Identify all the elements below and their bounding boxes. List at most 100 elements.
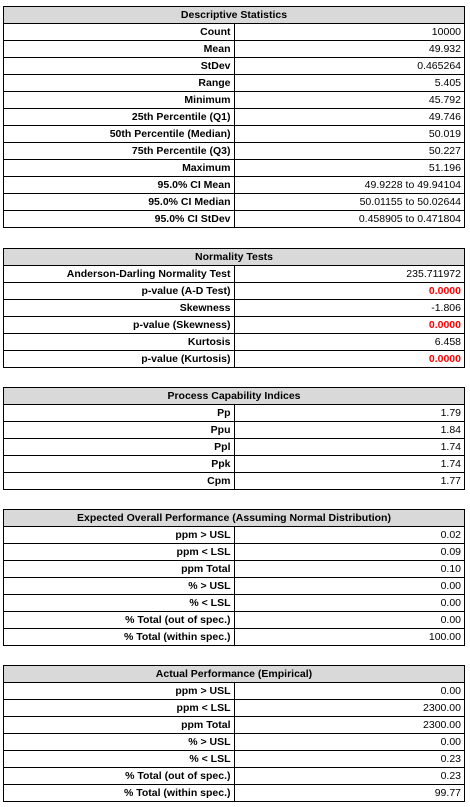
table-row: Count 10000 xyxy=(3,23,465,41)
table-row: Maximum 51.196 xyxy=(3,159,465,177)
row-value: 0.00 xyxy=(233,577,465,595)
row-label: Range xyxy=(3,74,235,92)
table-row: p-value (Skewness) 0.0000 xyxy=(3,316,465,334)
row-label: Ppk xyxy=(3,455,235,473)
table-row: 25th Percentile (Q1) 49.746 xyxy=(3,108,465,126)
table-row: Ppk 1.74 xyxy=(3,455,465,473)
table-row: Pp 1.79 xyxy=(3,404,465,422)
row-value: 0.02 xyxy=(233,526,465,544)
process-capability-table: Process Capability Indices Pp 1.79 Ppu 1.8… xyxy=(3,387,465,490)
expected-performance-table: Expected Overall Performance (Assuming N… xyxy=(3,509,465,646)
table-row: 75th Percentile (Q3) 50.227 xyxy=(3,142,465,160)
row-value: 99.77 xyxy=(233,784,465,802)
row-value: 49.9228 to 49.94104 xyxy=(233,176,465,194)
table-row: % < LSL 0.00 xyxy=(3,594,465,612)
row-value: 2300.00 xyxy=(233,716,465,734)
row-label: 75th Percentile (Q3) xyxy=(3,142,235,160)
table-row: ppm > USL 0.02 xyxy=(3,526,465,544)
descriptive-statistics-header: Descriptive Statistics xyxy=(3,6,465,24)
row-value: 1.84 xyxy=(233,421,465,439)
row-label: % > USL xyxy=(3,577,235,595)
row-label: ppm > USL xyxy=(3,526,235,544)
row-value: 0.00 xyxy=(233,682,465,700)
row-value: 1.74 xyxy=(233,438,465,456)
table-row: ppm Total 2300.00 xyxy=(3,716,465,734)
table-row: 95.0% CI Median 50.01155 to 50.02644 xyxy=(3,193,465,211)
table-row: Anderson-Darling Normality Test 235.71197… xyxy=(3,265,465,283)
table-row: p-value (A-D Test) 0.0000 xyxy=(3,282,465,300)
table-row: Ppu 1.84 xyxy=(3,421,465,439)
row-value: 0.10 xyxy=(233,560,465,578)
table-row: 95.0% CI Mean 49.9228 to 49.94104 xyxy=(3,176,465,194)
row-label: ppm > USL xyxy=(3,682,235,700)
row-label: ppm < LSL xyxy=(3,699,235,717)
row-value: 45.792 xyxy=(233,91,465,109)
table-row: 50th Percentile (Median) 50.019 xyxy=(3,125,465,143)
row-value: 49.932 xyxy=(233,40,465,58)
row-label: Cpm xyxy=(3,472,235,490)
row-label: 95.0% CI Mean xyxy=(3,176,235,194)
row-label: StDev xyxy=(3,57,235,75)
p-value-highlight: 0.0000 xyxy=(233,282,465,300)
row-label: 95.0% CI Median xyxy=(3,193,235,211)
row-label: p-value (Kurtosis) xyxy=(3,350,235,368)
row-label: p-value (A-D Test) xyxy=(3,282,235,300)
table-row: Ppl 1.74 xyxy=(3,438,465,456)
normality-tests-header: Normality Tests xyxy=(3,248,465,266)
table-row: % < LSL 0.23 xyxy=(3,750,465,768)
p-value-highlight: 0.0000 xyxy=(233,316,465,334)
table-row: ppm > USL 0.00 xyxy=(3,682,465,700)
p-value-highlight: 0.0000 xyxy=(233,350,465,368)
row-value: 2300.00 xyxy=(233,699,465,717)
row-label: Pp xyxy=(3,404,235,422)
table-row: Cpm 1.77 xyxy=(3,472,465,490)
row-label: 25th Percentile (Q1) xyxy=(3,108,235,126)
table-row: 95.0% CI StDev 0.458905 to 0.471804 xyxy=(3,210,465,228)
table-row: Skewness -1.806 xyxy=(3,299,465,317)
table-row: Minimum 45.792 xyxy=(3,91,465,109)
row-label: p-value (Skewness) xyxy=(3,316,235,334)
row-value: 0.23 xyxy=(233,767,465,785)
row-label: Maximum xyxy=(3,159,235,177)
row-label: 95.0% CI StDev xyxy=(3,210,235,228)
row-label: Minimum xyxy=(3,91,235,109)
table-row: ppm < LSL 0.09 xyxy=(3,543,465,561)
table-row: Range 5.405 xyxy=(3,74,465,92)
row-value: 0.00 xyxy=(233,611,465,629)
table-row: % Total (out of spec.) 0.00 xyxy=(3,611,465,629)
row-label: ppm < LSL xyxy=(3,543,235,561)
table-row: Kurtosis 6.458 xyxy=(3,333,465,351)
row-value: 51.196 xyxy=(233,159,465,177)
row-label: Kurtosis xyxy=(3,333,235,351)
row-label: % Total (out of spec.) xyxy=(3,611,235,629)
row-label: 50th Percentile (Median) xyxy=(3,125,235,143)
expected-performance-header: Expected Overall Performance (Assuming N… xyxy=(3,509,465,527)
row-label: % < LSL xyxy=(3,594,235,612)
table-row: % > USL 0.00 xyxy=(3,577,465,595)
row-value: 100.00 xyxy=(233,628,465,646)
descriptive-statistics-table: Descriptive Statistics Count 10000 Mean 49… xyxy=(3,6,465,228)
row-label: Count xyxy=(3,23,235,41)
row-label: % > USL xyxy=(3,733,235,751)
table-row: % Total (within spec.) 99.77 xyxy=(3,784,465,802)
row-value: 50.227 xyxy=(233,142,465,160)
actual-performance-header: Actual Performance (Empirical) xyxy=(3,665,465,683)
row-value: 0.00 xyxy=(233,733,465,751)
row-label: % < LSL xyxy=(3,750,235,768)
actual-performance-table: Actual Performance (Empirical) ppm > USL… xyxy=(3,665,465,802)
row-value: 50.01155 to 50.02644 xyxy=(233,193,465,211)
row-value: 6.458 xyxy=(233,333,465,351)
row-value: 10000 xyxy=(233,23,465,41)
row-value: 50.019 xyxy=(233,125,465,143)
row-value: -1.806 xyxy=(233,299,465,317)
row-label: Mean xyxy=(3,40,235,58)
row-label: % Total (within spec.) xyxy=(3,784,235,802)
row-value: 5.405 xyxy=(233,74,465,92)
row-value: 0.23 xyxy=(233,750,465,768)
table-row: Mean 49.932 xyxy=(3,40,465,58)
row-value: 0.465264 xyxy=(233,57,465,75)
row-value: 0.09 xyxy=(233,543,465,561)
table-row: ppm Total 0.10 xyxy=(3,560,465,578)
row-value: 235.711972 xyxy=(233,265,465,283)
row-label: % Total (out of spec.) xyxy=(3,767,235,785)
